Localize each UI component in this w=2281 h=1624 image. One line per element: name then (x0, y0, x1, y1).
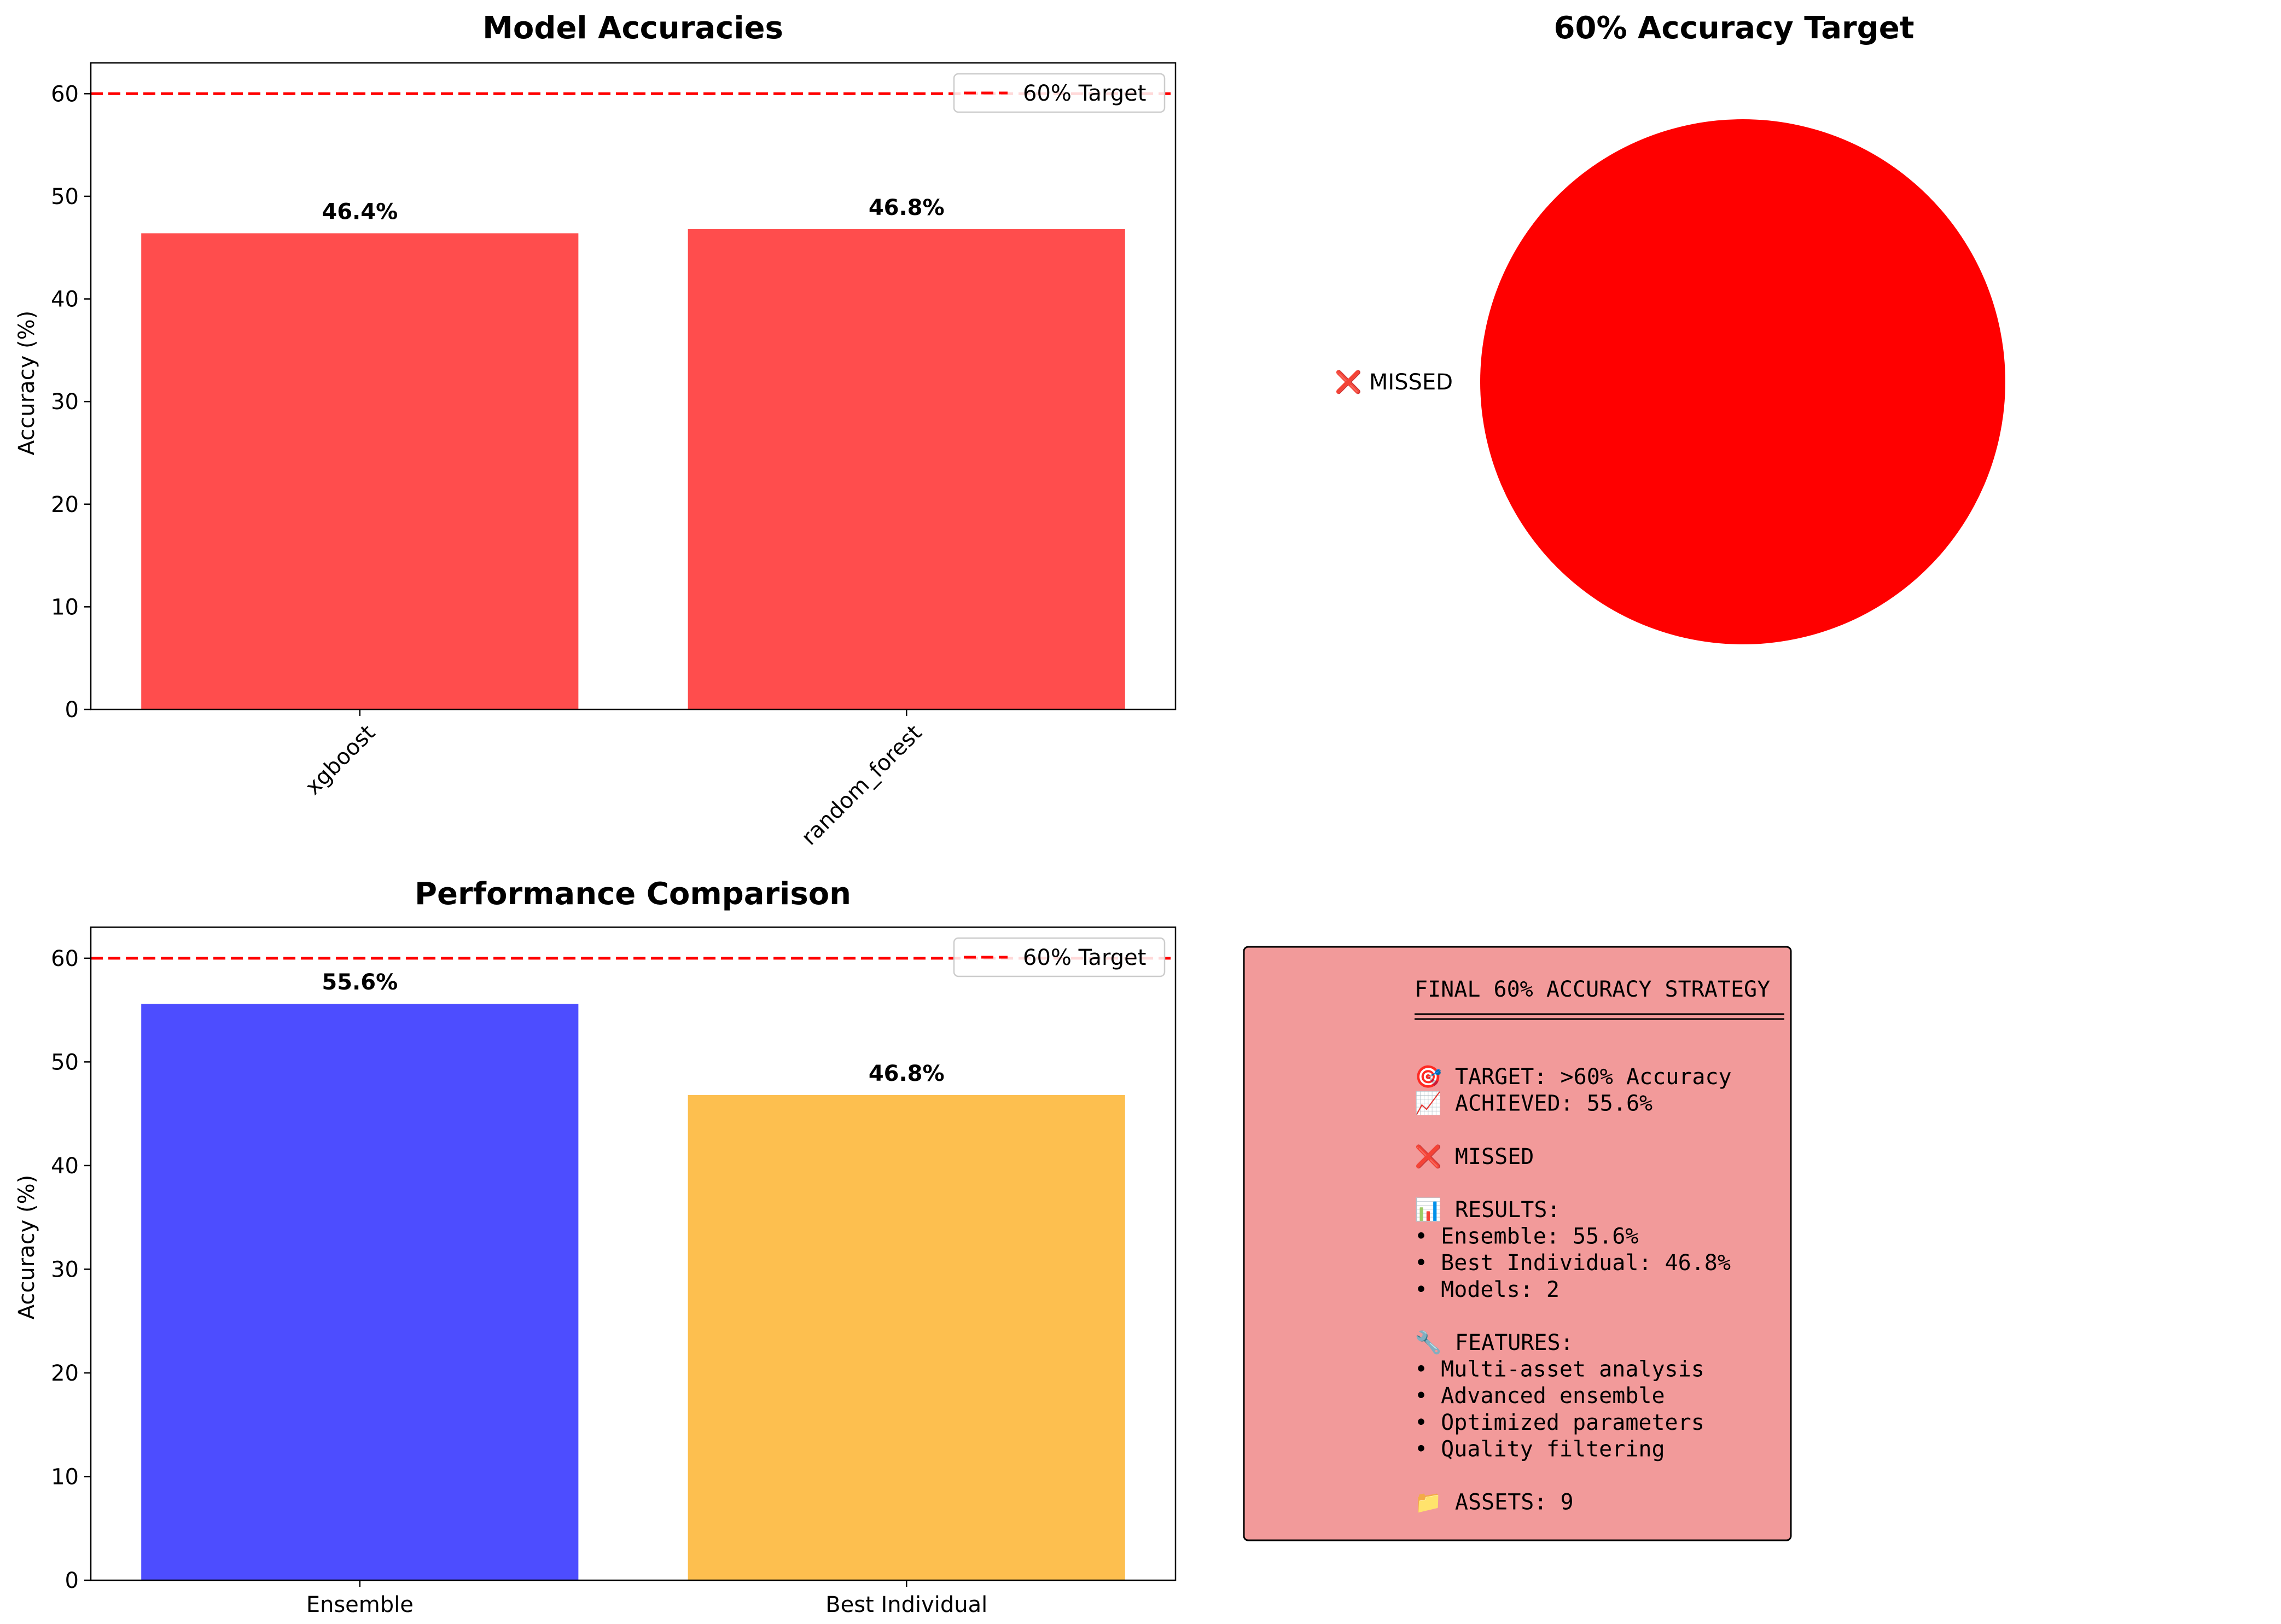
legend-box (953, 73, 1166, 113)
pie-area: ❌ MISSED (1335, 119, 2005, 644)
summary-line: • Optimized parameters (1415, 1410, 1704, 1435)
summary-title: FINAL 60% ACCURACY STRATEGY (1415, 977, 1770, 1002)
summary-line: 🎯 TARGET: >60% Accuracy (1415, 1064, 1732, 1090)
y-axis-label: Accuracy (%) (14, 1175, 39, 1320)
chart-title: Model Accuracies (482, 10, 783, 46)
summary-line: • Advanced ensemble (1415, 1383, 1665, 1408)
summary-line: • Best Individual: 46.8% (1415, 1250, 1731, 1276)
y-tick-label: 20 (51, 492, 79, 517)
axes-frame (90, 62, 1177, 711)
chart-title: 60% Accuracy Target (1554, 10, 1915, 46)
bar (688, 229, 1125, 709)
summary-line: 📁 ASSETS: 9 (1415, 1490, 1574, 1515)
bar-value-label: 46.4% (322, 199, 398, 224)
performance-comparison-chart: Performance Comparison Accuracy (%) 55.6… (14, 876, 1177, 1617)
bar-value-label: 55.6% (322, 970, 398, 995)
y-tick-label: 0 (65, 697, 79, 723)
pie-slice (1480, 119, 2005, 644)
accuracy-target-pie-chart: 60% Accuracy Target ❌ MISSED (1335, 10, 2005, 644)
y-tick-label: 50 (51, 1050, 79, 1075)
y-tick-label: 0 (65, 1568, 79, 1593)
y-axis-label: Accuracy (%) (14, 311, 39, 456)
axes-frame (90, 926, 1177, 1581)
summary-line: • Ensemble: 55.6% (1415, 1224, 1638, 1249)
y-tick-label: 10 (51, 595, 79, 620)
legend-entry: 60% Target (1023, 945, 1146, 970)
bar-value-label: 46.8% (869, 195, 945, 220)
chart-title: Performance Comparison (415, 876, 851, 912)
plot-area: 46.4%xgboost46.8%random_forest0102030405… (51, 62, 1177, 850)
summary-box-background (1243, 946, 1792, 1541)
x-tick-label: Best Individual (825, 1592, 987, 1617)
y-tick-label: 40 (51, 1154, 79, 1179)
summary-line: • Models: 2 (1415, 1277, 1560, 1302)
x-tick-label: Ensemble (306, 1592, 414, 1617)
summary-line: 📊 RESULTS: (1415, 1197, 1561, 1223)
summary-line: • Multi-asset analysis (1415, 1357, 1704, 1382)
summary-line: ❌ MISSED (1415, 1144, 1534, 1169)
pie-slice-label: ❌ MISSED (1335, 369, 1453, 395)
y-tick-label: 40 (51, 287, 79, 312)
summary-line: 🔧 FEATURES: (1415, 1329, 1574, 1355)
y-tick-label: 20 (51, 1361, 79, 1386)
y-tick-label: 60 (51, 946, 79, 971)
y-tick-label: 10 (51, 1464, 79, 1489)
plot-area: 55.6% Ensemble 46.8% Best Individual 0 10 20 30… (51, 926, 1177, 1617)
model-accuracies-chart: Model Accuracies Accuracy (%) 46.4%xgboo… (14, 10, 1177, 850)
strategy-summary-box: FINAL 60% ACCURACY STRATEGY 🎯 TARGET: >6… (1243, 946, 1792, 1541)
bar (141, 233, 579, 709)
summary-line: 📈 ACHIEVED: 55.6% (1415, 1091, 1652, 1116)
y-tick-label: 50 (51, 184, 79, 209)
y-tick-label: 60 (51, 82, 79, 107)
legend-entry: 60% Target (1023, 81, 1146, 106)
bar-value-label: 46.8% (869, 1061, 945, 1086)
bar (141, 1004, 579, 1580)
bar (688, 1095, 1125, 1580)
legend-box (953, 937, 1166, 977)
summary-line: • Quality filtering (1415, 1436, 1665, 1462)
y-tick-label: 30 (51, 1257, 79, 1282)
summary-lines: 🎯 TARGET: >60% Accuracy📈 ACHIEVED: 55.6%… (1415, 1064, 1732, 1515)
y-tick-label: 30 (51, 389, 79, 415)
